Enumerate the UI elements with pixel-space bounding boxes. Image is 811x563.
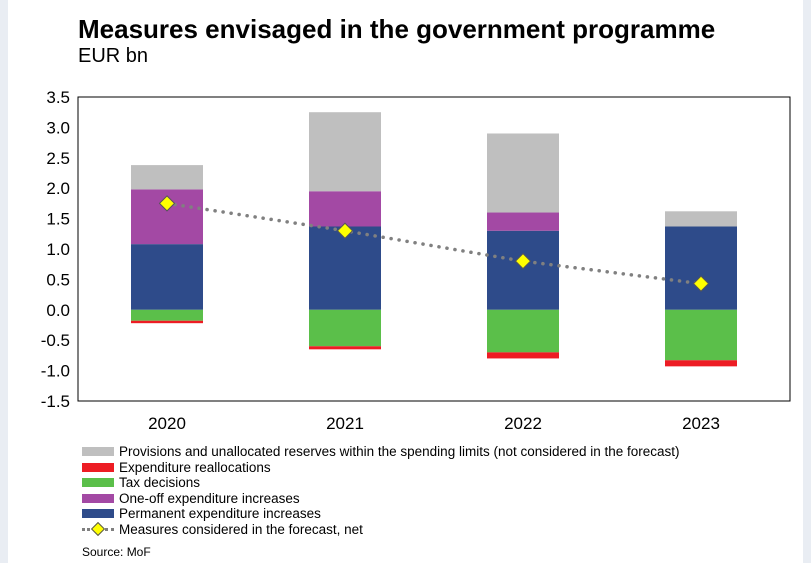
y-tick-label: -0.5 xyxy=(41,331,70,350)
legend-swatch-tax xyxy=(82,478,114,488)
y-tick-label: 2.5 xyxy=(46,149,70,168)
legend-label-net: Measures considered in the forecast, net xyxy=(119,521,363,537)
legend-swatch-reallocations xyxy=(82,462,114,472)
legend-label-permanent: Permanent expenditure increases xyxy=(119,506,321,521)
source-note: Source: MoF xyxy=(82,545,151,559)
bar-provisions-2020 xyxy=(131,165,203,190)
y-tick-label: 0.5 xyxy=(46,270,70,289)
bar-oneoff-2022 xyxy=(487,212,559,231)
bar-reallocations-2022 xyxy=(487,352,559,359)
bar-provisions-2021 xyxy=(309,112,381,192)
bar-tax-2020 xyxy=(131,309,203,321)
bar-reallocations-2023 xyxy=(665,360,737,367)
bar-reallocations-2021 xyxy=(309,346,381,350)
bar-tax-2023 xyxy=(665,309,737,361)
bar-provisions-2022 xyxy=(487,133,559,213)
chart-subtitle: EUR bn xyxy=(78,45,149,67)
chart-title: Measures envisaged in the government pro… xyxy=(78,14,716,44)
legend-swatch-oneoff xyxy=(82,493,114,503)
y-tick-label: 0.0 xyxy=(46,301,70,320)
x-tick-label: 2022 xyxy=(504,414,542,433)
legend-swatch-provisions xyxy=(82,447,114,457)
bar-reallocations-2020 xyxy=(131,320,203,324)
bar-tax-2022 xyxy=(487,309,559,353)
y-tick-label: 1.5 xyxy=(46,210,70,229)
bar-tax-2021 xyxy=(309,309,381,347)
y-tick-label: 3.0 xyxy=(46,118,70,137)
y-tick-label: -1.0 xyxy=(41,362,70,381)
x-tick-label: 2021 xyxy=(326,414,364,433)
bar-chart: 3.5 3.0 2.5 2.0 1.5 1.0 0.5 0.0 -0.5 -1.0 -1.5 2020… xyxy=(41,88,791,433)
bar-permanent-2021 xyxy=(309,226,381,310)
net-line xyxy=(165,201,703,286)
legend-item-reallocations: Expenditure reallocations xyxy=(82,460,797,476)
bar-permanent-2023 xyxy=(665,226,737,310)
y-tick-label: -1.5 xyxy=(41,392,70,411)
net-point-2023 xyxy=(692,275,710,292)
legend-item-provisions: Provisions and unallocated reserves with… xyxy=(82,444,797,460)
legend-label-tax: Tax decisions xyxy=(119,475,201,490)
bar-oneoff-2021 xyxy=(309,191,381,227)
legend-label-oneoff: One-off expenditure increases xyxy=(119,490,300,506)
y-tick-label: 3.5 xyxy=(46,88,70,107)
chart-legend: Provisions and unallocated reserves with… xyxy=(82,444,797,537)
legend-label-provisions: Provisions and unallocated reserves with… xyxy=(119,444,680,459)
legend-item-net: Measures considered in the forecast, net xyxy=(82,522,797,538)
legend-item-tax: Tax decisions xyxy=(82,475,797,491)
y-tick-label: 2.0 xyxy=(46,179,70,198)
net-point-2021 xyxy=(336,222,354,239)
legend-label-reallocations: Expenditure reallocations xyxy=(119,459,271,475)
y-tick-label: 1.0 xyxy=(46,240,70,259)
net-point-2020 xyxy=(158,195,176,212)
legend-swatch-permanent xyxy=(82,509,114,519)
x-tick-label: 2023 xyxy=(682,414,720,433)
bar-permanent-2020 xyxy=(131,244,203,310)
bar-permanent-2022 xyxy=(487,230,559,310)
legend-swatch-net xyxy=(82,522,114,537)
plot-frame xyxy=(77,96,791,402)
bar-provisions-2023 xyxy=(665,211,737,227)
net-point-2022 xyxy=(514,252,532,270)
legend-item-oneoff: One-off expenditure increases xyxy=(82,491,797,507)
x-tick-label: 2020 xyxy=(148,414,186,433)
legend-item-permanent: Permanent expenditure increases xyxy=(82,506,797,522)
